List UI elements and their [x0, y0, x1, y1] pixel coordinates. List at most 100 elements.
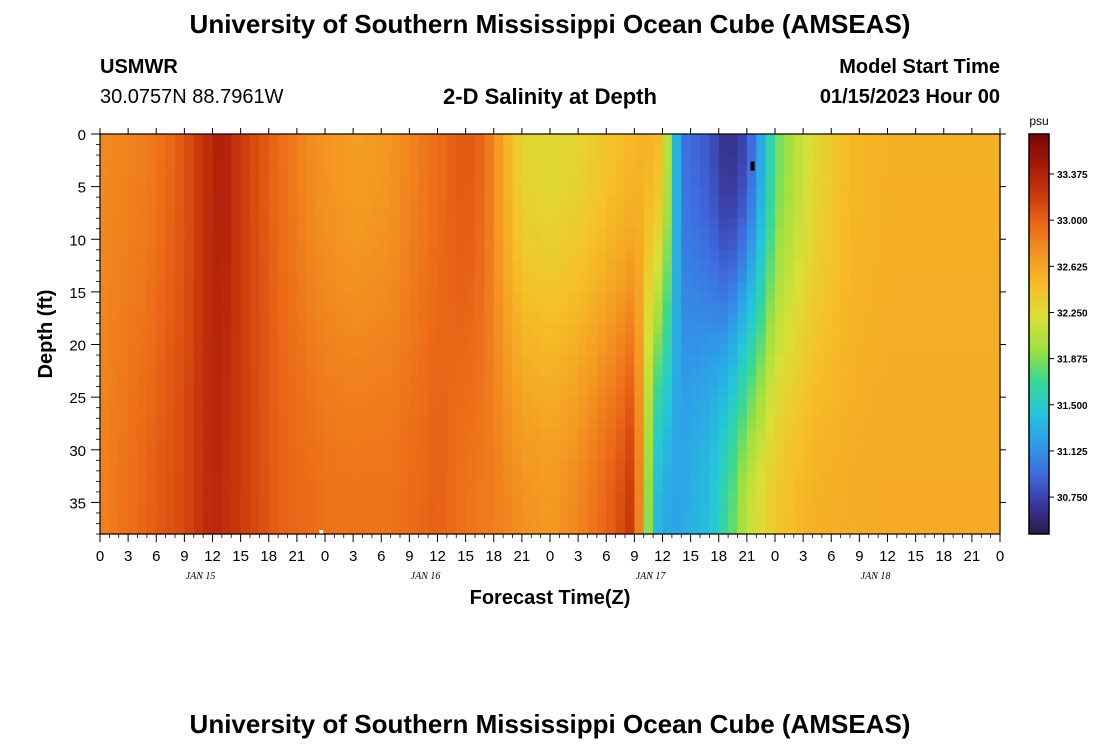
heatmap-cell — [240, 302, 251, 314]
heatmap-cell — [418, 386, 429, 398]
heatmap-cell — [943, 344, 954, 356]
heatmap-cell — [100, 334, 110, 346]
heatmap-cell — [296, 323, 307, 335]
heatmap-cell — [878, 449, 889, 461]
heatmap-cell — [446, 365, 457, 377]
heatmap-cell — [812, 460, 823, 472]
heatmap-cell — [568, 207, 579, 219]
heatmap-cell — [240, 312, 251, 325]
heatmap-cell — [887, 365, 898, 377]
heatmap-cell — [175, 249, 185, 261]
heatmap-cell — [343, 291, 354, 304]
heatmap-cell — [662, 344, 673, 356]
heatmap-cell — [981, 302, 992, 314]
heatmap-cell — [859, 165, 870, 177]
heatmap-cell — [259, 491, 270, 504]
heatmap-cell — [625, 228, 635, 240]
heatmap-cell — [831, 312, 842, 325]
heatmap-cell — [803, 144, 814, 156]
heatmap-cell — [240, 386, 251, 398]
heatmap-cell — [390, 228, 401, 240]
heatmap-cell — [690, 228, 701, 240]
heatmap-cell — [925, 186, 935, 198]
heatmap-cell — [906, 439, 917, 451]
heatmap-cell — [803, 491, 814, 504]
y-axis-title: Depth (ft) — [35, 290, 57, 379]
heatmap-cell — [343, 460, 354, 472]
heatmap-cell — [381, 260, 392, 272]
heatmap-cell — [896, 334, 907, 346]
heatmap-cell — [118, 270, 129, 282]
heatmap-cell — [812, 207, 823, 219]
heatmap-cell — [887, 228, 898, 240]
heatmap-cell — [503, 491, 514, 504]
heatmap-cell — [137, 449, 148, 461]
heatmap-cell — [765, 155, 776, 167]
heatmap-cell — [521, 228, 532, 240]
heatmap-cell — [737, 323, 748, 335]
heatmap-cell — [231, 481, 242, 493]
heatmap-cell — [953, 344, 964, 356]
heatmap-cell — [165, 386, 176, 398]
heatmap-cell — [793, 218, 804, 230]
heatmap-cell — [587, 386, 598, 398]
heatmap-cell — [118, 460, 129, 472]
heatmap-cell — [390, 323, 401, 335]
heatmap-cell — [128, 144, 139, 156]
heatmap-cell — [643, 470, 654, 482]
x-tick-label: 9 — [180, 548, 188, 565]
heatmap-cell — [756, 407, 767, 419]
heatmap-cell — [409, 312, 420, 325]
heatmap-cell — [165, 218, 176, 230]
heatmap-cell — [212, 428, 223, 440]
heatmap-cell — [381, 355, 392, 367]
heatmap-cell — [934, 449, 945, 461]
heatmap-cell — [156, 334, 167, 346]
heatmap-cell — [859, 334, 870, 346]
heatmap-cell — [278, 470, 289, 482]
heatmap-cell — [625, 176, 635, 188]
heatmap-cell — [990, 134, 1001, 146]
heatmap-cell — [840, 407, 851, 419]
heatmap-cell — [784, 218, 795, 230]
heatmap-cell — [643, 460, 654, 472]
heatmap-cell — [221, 291, 232, 304]
heatmap-cell — [203, 281, 214, 293]
heatmap-cell — [184, 207, 195, 219]
heatmap-cell — [184, 365, 195, 377]
heatmap-cell — [887, 344, 898, 356]
heatmap-cell — [831, 344, 842, 356]
heatmap-cell — [868, 376, 879, 388]
heatmap-cell — [625, 155, 635, 167]
heatmap-cell — [240, 155, 251, 167]
heatmap-cell — [906, 502, 917, 514]
heatmap-cell — [503, 502, 514, 514]
heatmap-cell — [746, 281, 757, 293]
heatmap-cell — [306, 407, 317, 419]
heatmap-cell — [850, 365, 860, 377]
heatmap-cell — [671, 144, 682, 156]
heatmap-cell — [775, 407, 785, 419]
heatmap-cell — [821, 376, 832, 388]
heatmap-cell — [156, 439, 167, 451]
heatmap-cell — [400, 365, 410, 377]
heatmap-cell — [259, 344, 270, 356]
heatmap-cell — [812, 523, 823, 535]
heatmap-cell — [906, 512, 917, 525]
heatmap-cell — [137, 418, 148, 430]
heatmap-cell — [540, 407, 551, 419]
heatmap-cell — [353, 470, 364, 482]
heatmap-cell — [512, 155, 523, 167]
heatmap-cell — [259, 439, 270, 451]
heatmap-cell — [934, 291, 945, 304]
heatmap-cell — [868, 207, 879, 219]
heatmap-cell — [409, 281, 420, 293]
heatmap-cell — [259, 291, 270, 304]
heatmap-cell — [446, 439, 457, 451]
heatmap-cell — [878, 428, 889, 440]
heatmap-cell — [643, 260, 654, 272]
heatmap-cell — [334, 512, 345, 525]
heatmap-cell — [503, 355, 514, 367]
heatmap-cell — [165, 502, 176, 514]
heatmap-cell — [878, 207, 889, 219]
